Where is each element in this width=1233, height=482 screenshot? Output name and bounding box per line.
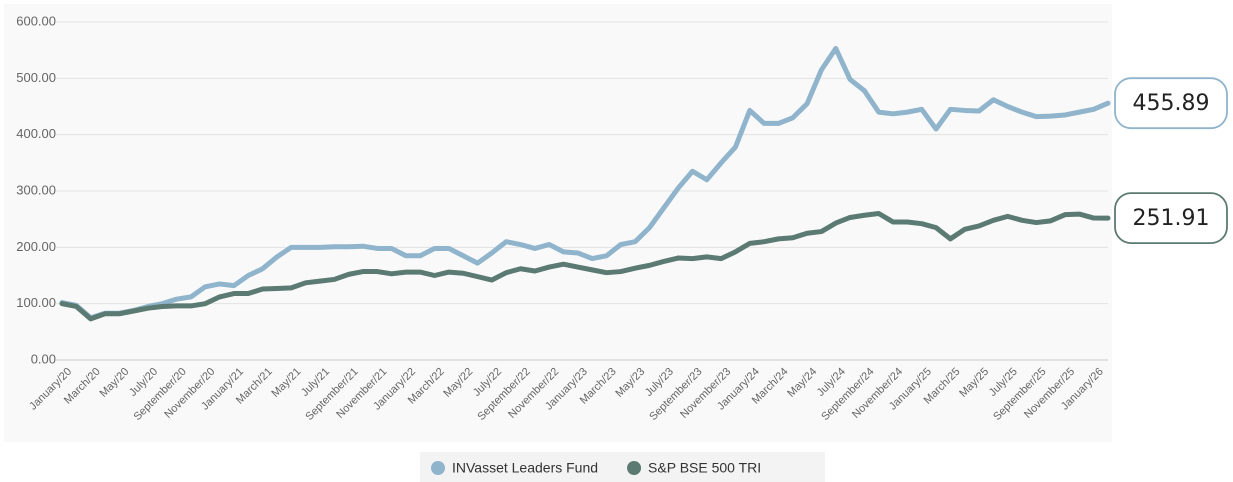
end-value-callout bbox=[1114, 77, 1228, 130]
legend-label: INVasset Leaders Fund bbox=[452, 460, 598, 476]
y-tick-label: 0.00 bbox=[31, 351, 56, 366]
series-line bbox=[59, 45, 1111, 321]
legend-label: S&P BSE 500 TRI bbox=[648, 460, 761, 476]
end-value-label: 455.89 bbox=[1133, 91, 1210, 116]
legend-swatch bbox=[431, 461, 445, 475]
end-value-label: 251.91 bbox=[1133, 206, 1210, 231]
legend-background bbox=[420, 452, 825, 482]
end-value-callout bbox=[1114, 192, 1228, 244]
y-tick-label: 300.00 bbox=[16, 182, 56, 197]
y-tick-label: 400.00 bbox=[16, 126, 56, 141]
y-tick-label: 100.00 bbox=[16, 295, 56, 310]
y-tick-label: 500.00 bbox=[16, 70, 56, 85]
y-tick-label: 600.00 bbox=[16, 13, 56, 28]
legend-swatch bbox=[627, 461, 642, 475]
series-line bbox=[59, 211, 1111, 322]
y-tick-label: 200.00 bbox=[16, 239, 56, 254]
